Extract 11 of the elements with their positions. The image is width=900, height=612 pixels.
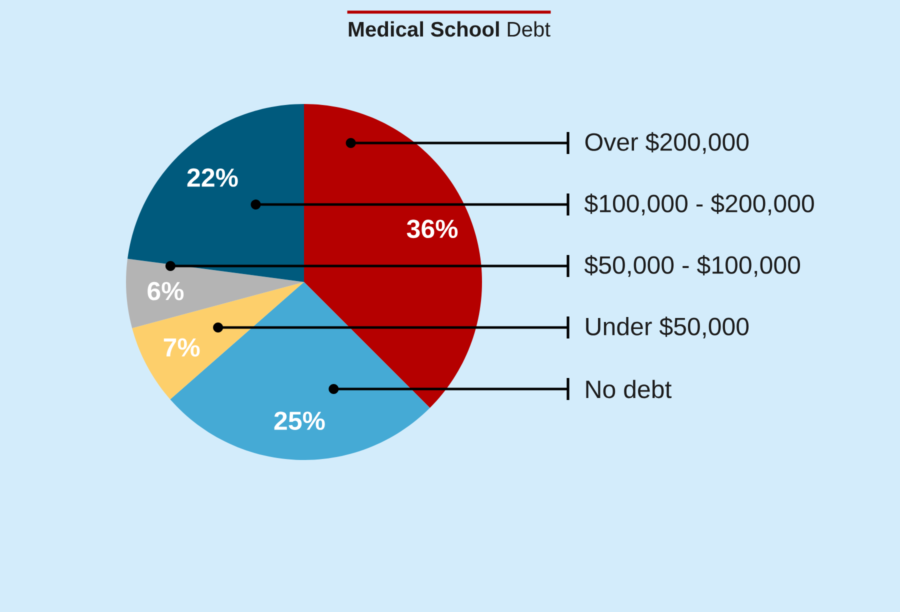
data-label: 7%	[164, 338, 200, 357]
slice-label: No debt	[586, 380, 672, 398]
data-label: 36%	[406, 220, 458, 238]
data-label: 25%	[274, 412, 325, 430]
chart-title: Medical School Debt	[348, 21, 550, 37]
data-label: 22%	[187, 168, 238, 187]
slice-label: Over $200,000	[585, 132, 749, 154]
data-label: 6%	[148, 282, 184, 300]
slice-label: $50,000 - $100,000	[584, 255, 800, 277]
slice-label: $100,000 - $200,000	[584, 194, 814, 216]
slice-label: Under $50,000	[586, 316, 749, 338]
